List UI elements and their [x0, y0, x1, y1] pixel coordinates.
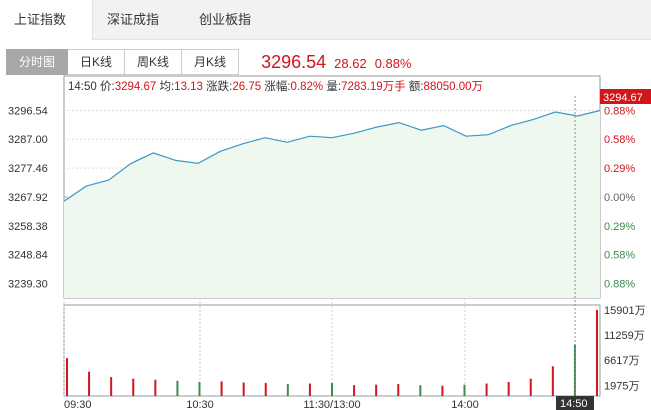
volume-bar [353, 385, 356, 396]
volume-bar [596, 310, 598, 396]
cursor-price-box [600, 89, 651, 104]
volume-tick: 6617万 [604, 355, 639, 367]
volume-bar [551, 366, 554, 396]
y-tick-right: 0.29% [604, 221, 635, 233]
y-tick-left: 3296.54 [8, 105, 48, 117]
volume-bar [573, 344, 576, 396]
price-change: 28.62 [334, 55, 367, 71]
volume-bar [132, 378, 135, 396]
volume-tick: 11259万 [604, 330, 645, 342]
price-line [63, 109, 601, 202]
y-tick-left: 3267.92 [8, 192, 48, 204]
info-avg: 13.13 [174, 81, 203, 93]
info-time: 14:50 [68, 81, 97, 93]
x-tick: 14:00 [451, 399, 479, 410]
volume-bar [419, 385, 422, 396]
tab-shanghai-index[interactable]: 上证指数 [0, 0, 94, 40]
volume-bar [66, 358, 68, 396]
y-tick-left: 3258.38 [8, 221, 48, 233]
y-tick-left: 3277.46 [8, 163, 48, 175]
volume-bar [220, 381, 223, 396]
volume-panel-frame [63, 304, 601, 397]
cursor-price-label: 3294.67 [603, 92, 643, 104]
info-change-label: 涨跌: [206, 79, 232, 93]
y-tick-right: 0.29% [604, 163, 635, 175]
chart-type-bar: 分时图 日K线 周K线 月K线 3296.54 28.62 0.88% [0, 48, 412, 76]
x-tick: 11:30/13:00 [303, 399, 360, 410]
tab-timeshare[interactable]: 分时图 [6, 49, 69, 75]
y-tick-left: 3239.30 [8, 278, 48, 290]
volume-tick: 15901万 [604, 305, 646, 317]
volume-bar [397, 384, 400, 396]
info-change: 26.75 [232, 81, 261, 93]
volume-bar [485, 383, 488, 396]
volume-bar [286, 384, 289, 396]
volume-bar [441, 385, 444, 396]
volume-bar [198, 381, 201, 396]
quote-summary: 3296.54 28.62 0.88% [261, 52, 412, 73]
y-tick-left: 3287.00 [8, 134, 48, 146]
index-tabs: 上证指数 深证成指 创业板指 [0, 0, 651, 40]
y-tick-right: 0.00% [604, 192, 635, 204]
volume-bar [110, 377, 113, 396]
volume-bar [88, 371, 91, 396]
price-change-pct: 0.88% [374, 55, 412, 71]
price-area-fill [64, 110, 600, 298]
last-price: 3296.54 [261, 51, 327, 72]
volume-bar [154, 379, 157, 396]
info-volume: 7283.19万手 [341, 79, 406, 93]
volume-bar [242, 382, 245, 396]
x-tick: 10:30 [186, 399, 214, 410]
tab-daily-k[interactable]: 日K线 [68, 49, 126, 75]
info-avg-label: 均: [159, 80, 174, 93]
tab-shenzhen-index[interactable]: 深证成指 [107, 12, 160, 27]
volume-bar [375, 384, 378, 396]
volume-bar [529, 378, 532, 396]
info-amount: 88050.00万 [424, 81, 483, 93]
info-pct: 0.82% [291, 81, 324, 93]
volume-bar [176, 380, 179, 396]
cursor-time-label: 14:50 [560, 398, 588, 410]
info-volume-label: 量: [326, 80, 341, 93]
tab-monthly-k[interactable]: 月K线 [182, 49, 240, 75]
volume-bar [264, 383, 267, 396]
price-panel-frame [63, 75, 601, 299]
tab-weekly-k[interactable]: 周K线 [125, 49, 183, 75]
y-tick-right: 0.58% [604, 250, 635, 262]
y-tick-left: 3248.84 [8, 250, 48, 262]
y-tick-right: 0.58% [604, 134, 635, 146]
x-tick: 09:30 [64, 399, 92, 410]
info-pct-label: 涨幅: [264, 80, 290, 93]
volume-bar [507, 381, 510, 396]
tab-chinext-index[interactable]: 创业板指 [199, 12, 252, 27]
info-bar: 14:50 价:3294.67 均:13.13 涨跌:26.75 涨幅:0.82… [68, 79, 483, 93]
info-price-label: 价: [100, 80, 115, 93]
y-tick-right: 0.88% [604, 278, 635, 290]
volume-bar [463, 384, 466, 396]
volume-bar [331, 383, 333, 396]
y-tick-right: 0.88% [604, 105, 635, 117]
info-amount-label: 额: [409, 80, 424, 93]
info-price: 3294.67 [115, 81, 157, 93]
volume-tick: 1975万 [604, 380, 639, 392]
cursor-time-box [556, 396, 594, 410]
volume-bar [308, 383, 311, 396]
